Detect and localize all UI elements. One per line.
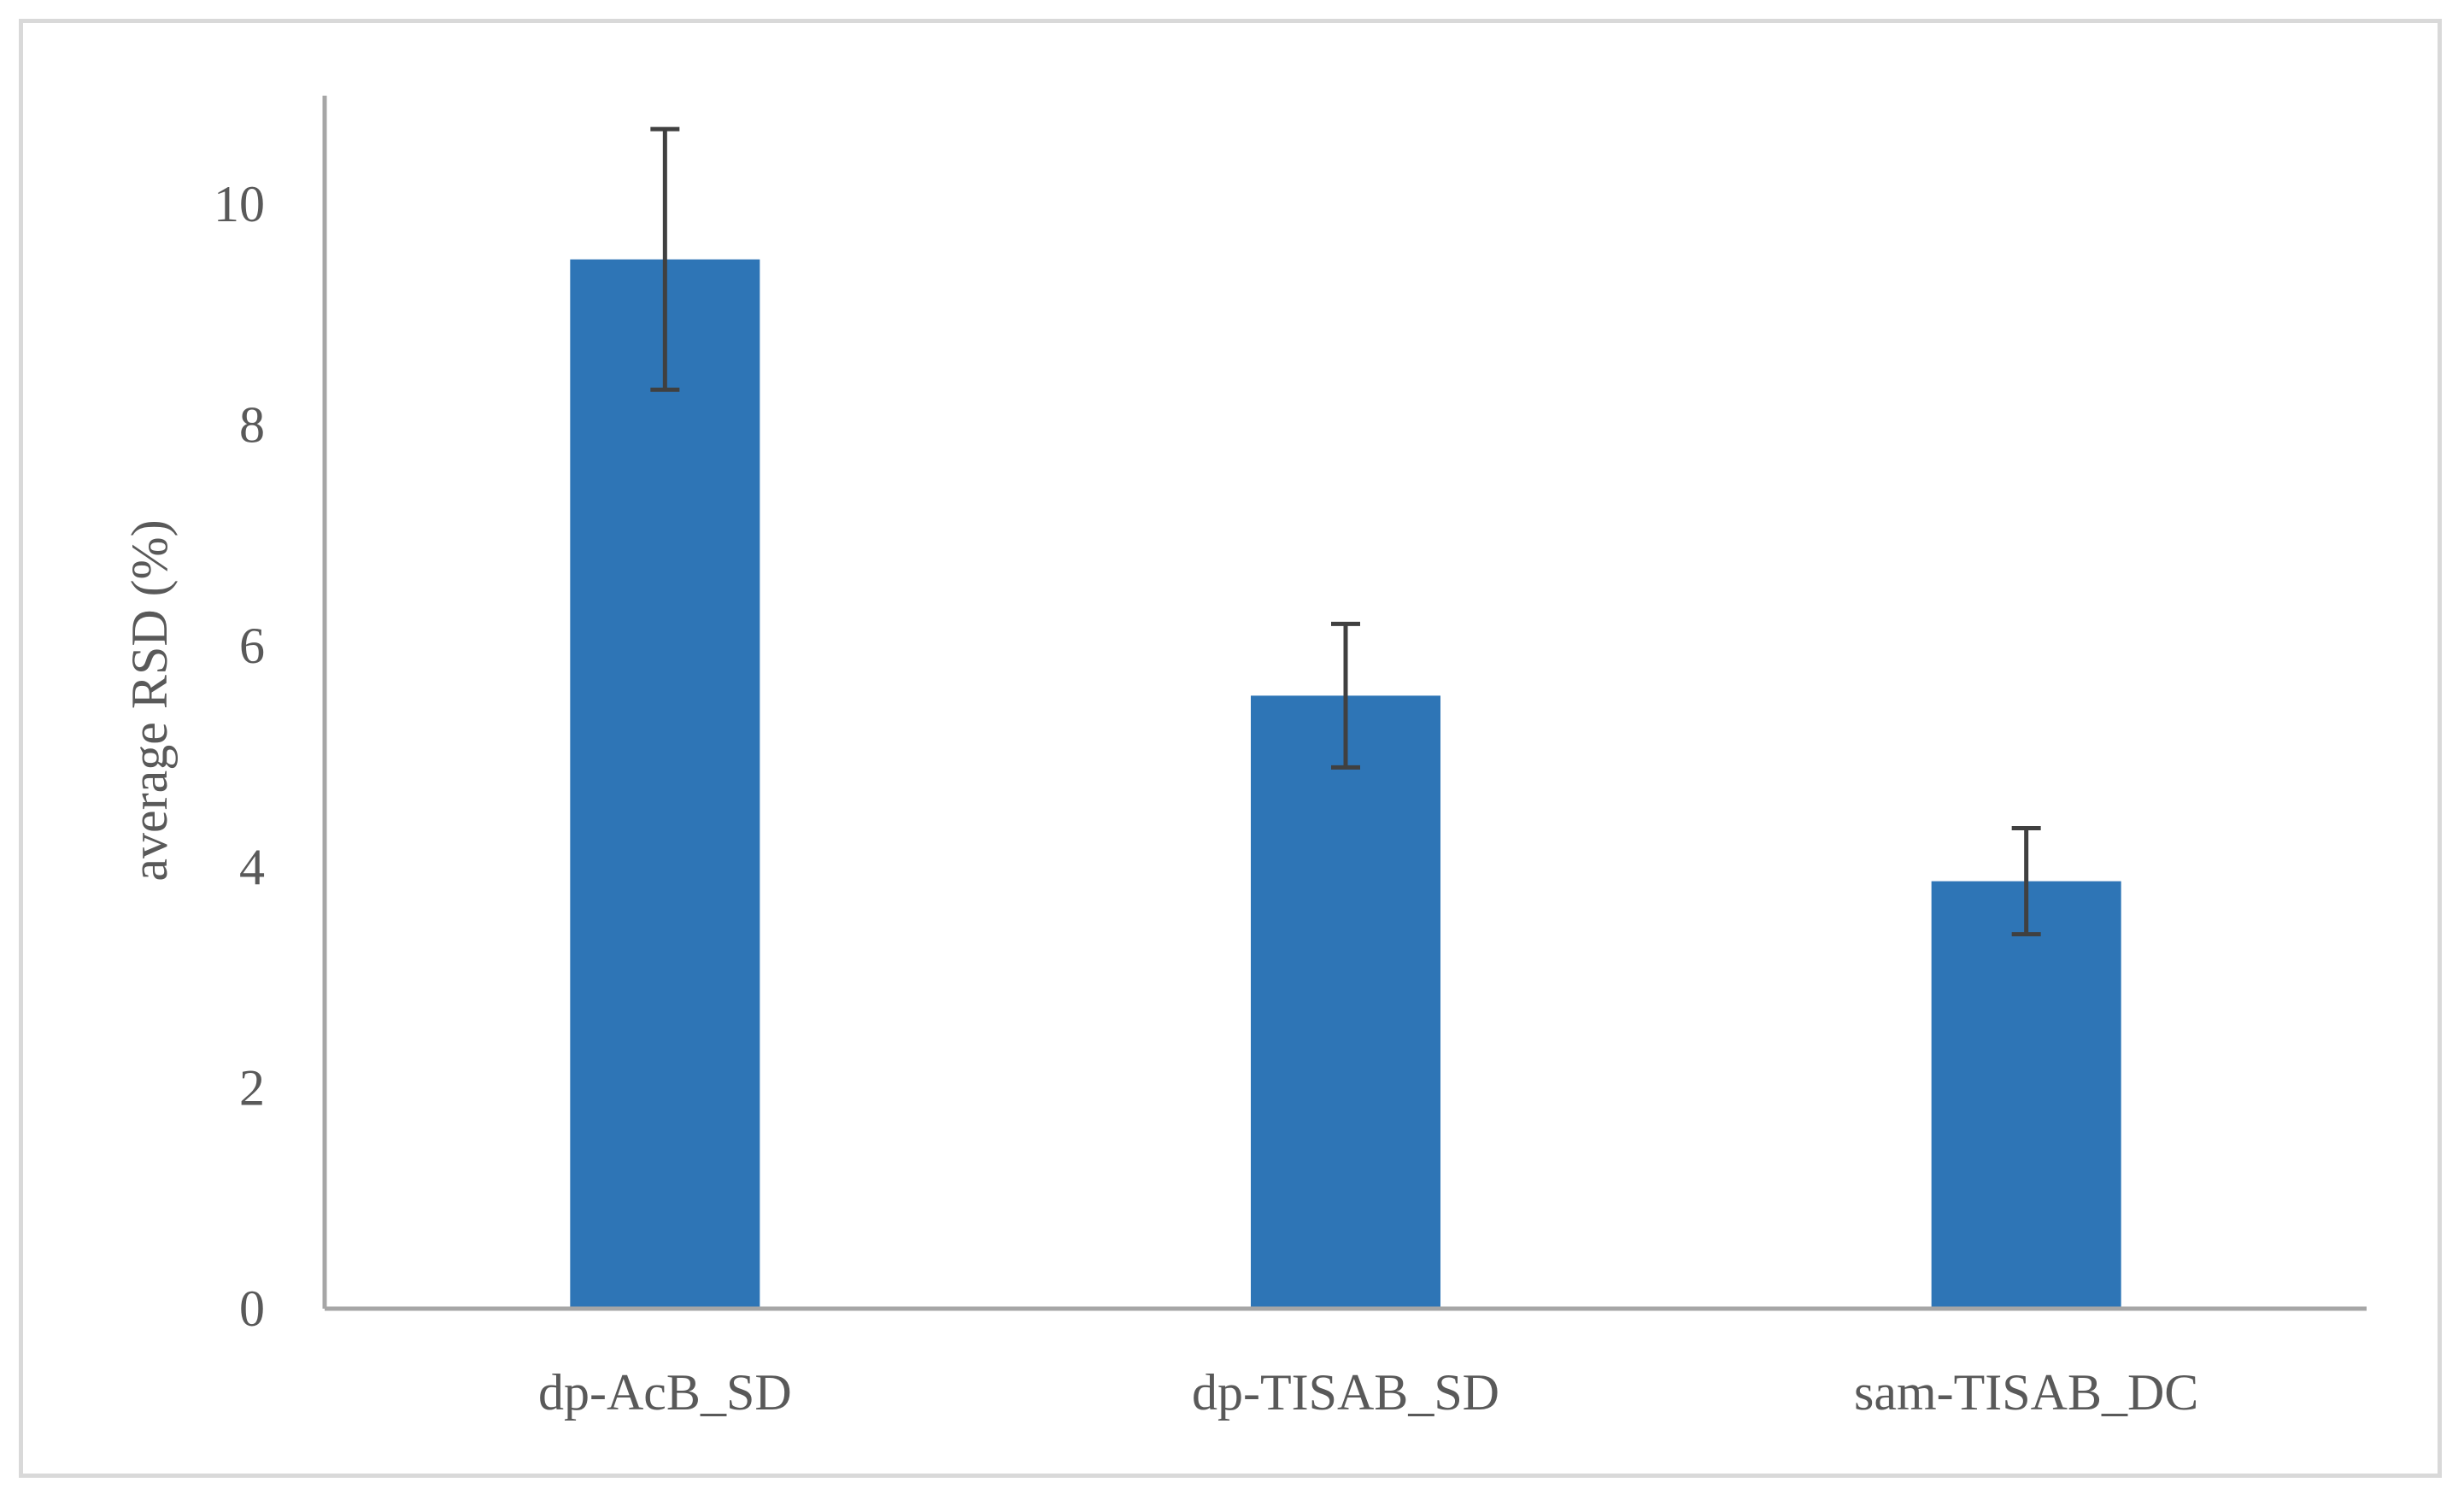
bar-dp-AcB_SD bbox=[570, 259, 760, 1309]
bar-dp-TISAB_SD bbox=[1251, 695, 1440, 1309]
error-bar-dp-AcB_SD bbox=[650, 126, 680, 392]
x-tick-label: dp-TISAB_SD bbox=[1192, 1364, 1499, 1421]
y-tick-label: 6 bbox=[239, 618, 265, 674]
bars-layer bbox=[570, 259, 2121, 1309]
y-tick-label: 2 bbox=[239, 1059, 265, 1116]
error-bar-sam-TISAB_DC bbox=[2011, 826, 2041, 937]
y-tick-label: 0 bbox=[239, 1280, 265, 1337]
x-tick-label: sam-TISAB_DC bbox=[1854, 1364, 2198, 1421]
y-axis-title: average RSD (%) bbox=[121, 519, 178, 881]
error-bar-dp-TISAB_SD bbox=[1331, 621, 1360, 770]
y-tick-label: 8 bbox=[239, 397, 265, 454]
labels-layer: dp-AcB_SD dp-TISAB_SD sam-TISAB_DC 0 2 4 6 8 10 bbox=[214, 176, 2198, 1421]
axes-layer bbox=[322, 96, 2367, 1311]
y-tick-label: 4 bbox=[239, 839, 265, 895]
x-tick-label: dp-AcB_SD bbox=[538, 1364, 792, 1421]
bar-sam-TISAB_DC bbox=[1931, 881, 2121, 1309]
error-bars-layer bbox=[650, 126, 2041, 937]
y-tick-label: 10 bbox=[214, 176, 265, 232]
